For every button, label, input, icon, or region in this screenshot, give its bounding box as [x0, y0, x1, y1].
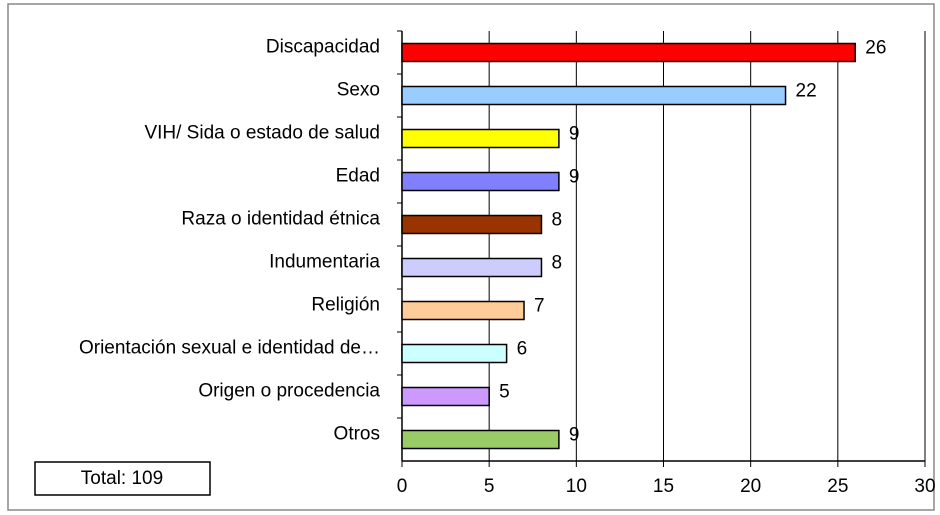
data-label: 9	[569, 425, 580, 446]
bar	[401, 257, 543, 278]
bar	[401, 214, 543, 235]
x-tick-label: 30	[914, 476, 935, 497]
annotation: Total: 109	[81, 468, 163, 489]
y-tick-label: Orientación sexual e identidad de…	[79, 338, 380, 359]
x-tick-label: 15	[653, 476, 674, 497]
data-label: 9	[569, 167, 580, 188]
y-tick-label: Sexo	[337, 80, 380, 101]
y-tick-label: Religión	[311, 295, 380, 316]
x-tick-label: 0	[397, 476, 408, 497]
data-label: 7	[534, 296, 545, 317]
bar	[401, 128, 560, 149]
x-tick-label: 10	[566, 476, 587, 497]
y-tick-label: Indumentaria	[269, 252, 380, 273]
bar	[401, 85, 787, 106]
bar	[401, 42, 857, 63]
total-box	[34, 461, 211, 496]
data-label: 8	[551, 253, 562, 274]
data-label: 5	[499, 382, 510, 403]
data-label: 26	[865, 38, 886, 59]
y-tick-label: Otros	[334, 424, 380, 445]
x-tick-label: 5	[484, 476, 495, 497]
bar	[401, 386, 490, 407]
x-tick-label: 20	[740, 476, 761, 497]
y-tick-label: Origen o procedencia	[198, 381, 380, 402]
bar	[401, 300, 525, 321]
y-tick-label: Edad	[336, 166, 380, 187]
data-label: 22	[796, 81, 817, 102]
y-tick-label: Raza o identidad étnica	[181, 209, 380, 230]
y-tick-label: VIH/ Sida o estado de salud	[144, 123, 380, 144]
bar	[401, 343, 508, 364]
data-label: 6	[517, 339, 528, 360]
x-tick-label: 25	[827, 476, 848, 497]
bar	[401, 171, 560, 192]
data-label: 8	[551, 210, 562, 231]
y-tick-label: Discapacidad	[266, 37, 380, 58]
data-label: 9	[569, 124, 580, 145]
bar	[401, 429, 560, 450]
